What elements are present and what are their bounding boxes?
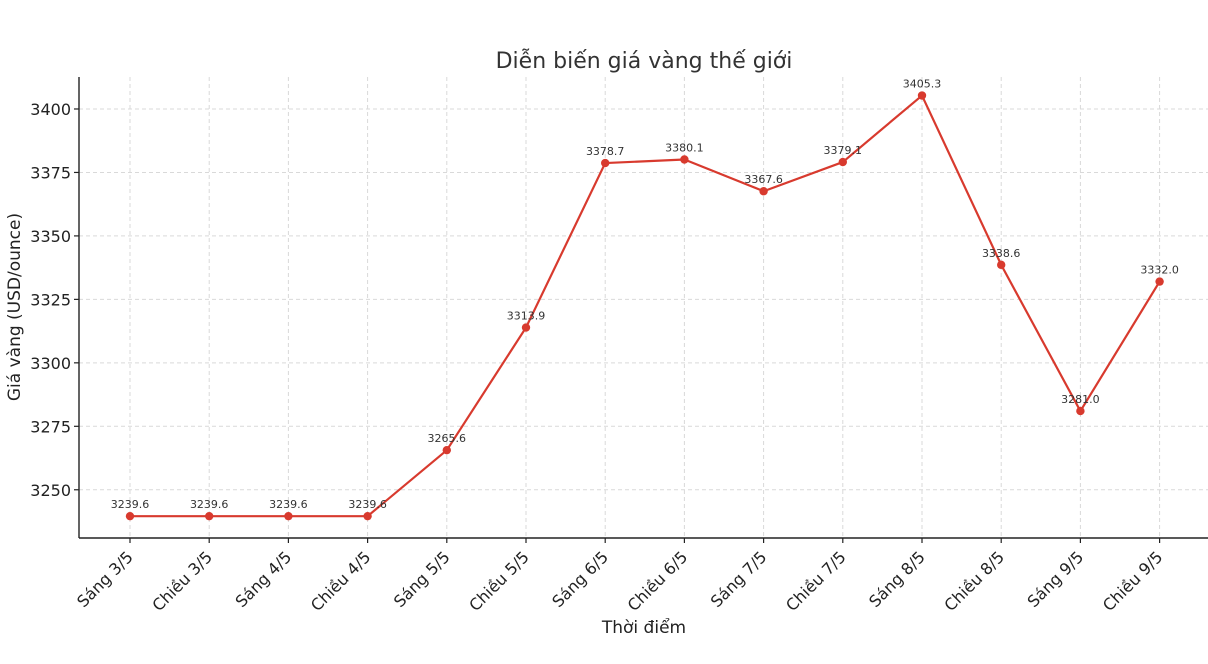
y-tick-label: 3400: [30, 100, 71, 119]
x-tick-label: Chiều 3/5: [148, 547, 216, 615]
y-tick-label: 3375: [30, 163, 71, 182]
data-label: 3239.6: [190, 498, 229, 511]
data-point: [442, 445, 451, 455]
data-point: [680, 155, 689, 164]
data-point: [759, 187, 768, 196]
x-tick-label: Chiều 5/5: [465, 547, 533, 615]
y-axis-ticks: 3250 3275 3300 3325 3350 3375 3400: [30, 100, 79, 500]
data-label: 3313.9: [507, 310, 546, 323]
y-tick-label: 3325: [30, 290, 71, 309]
grid: [79, 77, 1208, 538]
data-point: [997, 260, 1006, 270]
data-labels: 3239.6 3239.6 3239.6 3239.6 3265.6 3313.9 3378…: [111, 78, 1179, 512]
y-tick-label: 3350: [30, 227, 71, 246]
data-label: 3380.1: [665, 142, 704, 155]
x-tick-label: Sáng 4/5: [232, 547, 296, 611]
data-point: [521, 323, 531, 332]
x-tick-label: Chiều 9/5: [1099, 547, 1167, 615]
price-series: [125, 91, 1164, 521]
data-point: [363, 511, 372, 521]
y-tick-label: 3300: [30, 354, 71, 373]
x-axis-label: Thời điểm: [601, 617, 686, 638]
data-point: [601, 158, 610, 168]
data-label: 3338.6: [982, 247, 1021, 260]
x-tick-label: Sáng 8/5: [865, 547, 929, 611]
y-tick-label: 3250: [30, 481, 71, 500]
data-point: [1155, 277, 1164, 286]
data-label: 3379.1: [824, 144, 863, 157]
data-point: [917, 91, 927, 100]
data-point: [205, 511, 214, 521]
data-point: [284, 511, 293, 521]
data-point: [838, 157, 847, 167]
x-tick-label: Sáng 9/5: [1024, 547, 1088, 611]
data-label: 3405.3: [903, 78, 942, 91]
chart-title: Diễn biến giá vàng thế giới: [496, 48, 793, 74]
x-tick-label: Chiều 8/5: [940, 547, 1008, 615]
x-tick-label: Sáng 7/5: [707, 547, 771, 611]
data-label: 3332.0: [1140, 264, 1179, 277]
x-tick-label: Chiều 7/5: [782, 547, 850, 615]
axes: [78, 77, 1208, 539]
data-point: [125, 511, 135, 521]
data-label: 3239.6: [269, 498, 308, 511]
data-label: 3239.6: [111, 498, 150, 511]
y-axis-label: Giá vàng (USD/ounce): [5, 213, 25, 401]
x-axis-ticks: Sáng 3/5 Chiều 3/5 Sáng 4/5 Chiều 4/5 Sáng 5…: [73, 538, 1166, 615]
x-tick-label: Chiều 4/5: [307, 547, 375, 615]
x-tick-label: Chiều 6/5: [624, 547, 692, 615]
x-tick-label: Sáng 6/5: [548, 547, 612, 611]
series-line: [130, 94, 1161, 518]
data-point: [1076, 406, 1085, 416]
data-label: 3265.6: [428, 432, 467, 445]
data-label: 3367.6: [744, 173, 783, 186]
x-tick-label: Sáng 5/5: [390, 547, 454, 611]
data-label: 3378.7: [586, 145, 625, 158]
data-label: 3281.0: [1061, 393, 1100, 406]
y-tick-label: 3275: [30, 417, 71, 436]
x-tick-label: Sáng 3/5: [73, 547, 137, 611]
data-label: 3239.6: [348, 498, 387, 511]
